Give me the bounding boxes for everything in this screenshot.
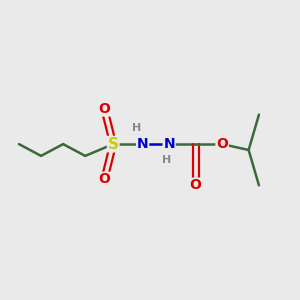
Text: N: N: [137, 137, 148, 151]
Text: O: O: [190, 178, 202, 192]
Text: O: O: [98, 102, 110, 116]
Text: H: H: [162, 155, 171, 165]
Text: S: S: [108, 136, 119, 152]
Text: O: O: [98, 172, 110, 186]
Text: N: N: [163, 137, 175, 151]
Text: H: H: [131, 123, 141, 133]
Text: O: O: [216, 137, 228, 151]
